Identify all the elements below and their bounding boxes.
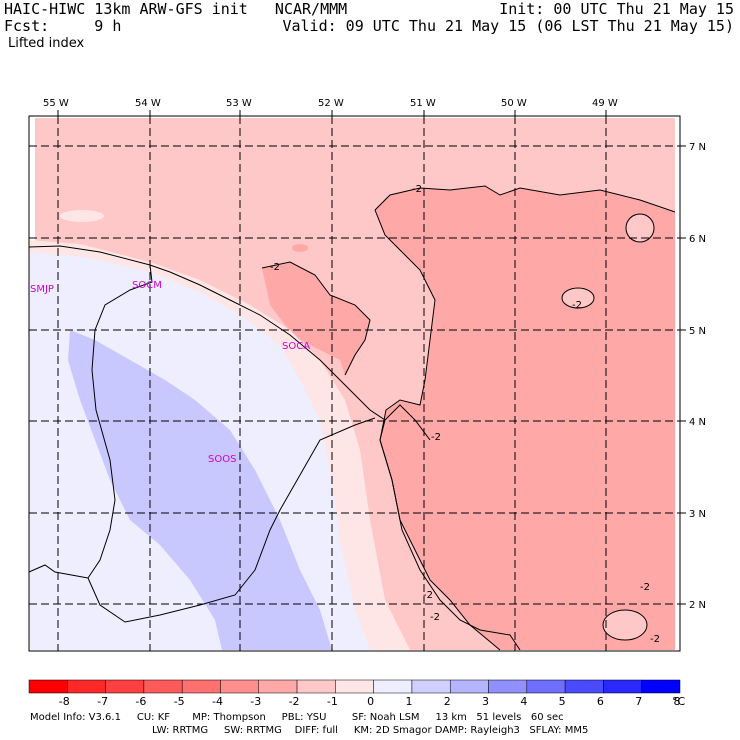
- contour-value: -2: [430, 612, 440, 623]
- lon-label: 50 W: [501, 98, 527, 109]
- colorbar-unit: °C: [672, 695, 686, 708]
- colorbar-tick-label: 7: [635, 695, 642, 708]
- colorbar-swatch: [258, 679, 298, 694]
- colorbar-tick-label: -1: [327, 695, 338, 708]
- colorbar-swatch: [564, 679, 604, 694]
- lon-label: 49 W: [592, 98, 618, 109]
- station-label: SMJP: [30, 284, 54, 295]
- model-info-line2: LW: RRTMG SW: RRTMG DIFF: full KM: 2D Sm…: [152, 725, 589, 736]
- colorbar-tick-label: -2: [289, 695, 300, 708]
- contour-value: -2: [640, 582, 650, 593]
- contour-hole-2: [562, 288, 594, 308]
- colorbar-swatch: [296, 679, 336, 694]
- colorbar-tick-label: 2: [444, 695, 451, 708]
- lat-label: 2 N: [689, 600, 706, 611]
- colorbar-tick-label: 0: [367, 695, 374, 708]
- contour-value: -2: [423, 590, 433, 601]
- map-frame: [28, 115, 681, 652]
- contour-spot-2: [60, 210, 104, 222]
- lat-label: 5 N: [689, 326, 706, 337]
- contour-hole-1: [626, 214, 654, 242]
- colorbar-tick-label: -5: [174, 695, 185, 708]
- station-label: SOCA: [282, 341, 310, 352]
- colorbar-swatch: [335, 679, 374, 694]
- colorbar-swatch: [488, 679, 528, 694]
- colorbar-swatch: [220, 679, 260, 694]
- colorbar-tick-label: 8: [674, 695, 681, 708]
- colorbar-tick-label: -6: [135, 695, 146, 708]
- contour-value-labels: -2 -2 -2 -2 -2 -2 -2 -2: [270, 184, 660, 645]
- contour-fill-pink-west: [262, 262, 370, 375]
- colorbar-tick-label: -4: [212, 695, 223, 708]
- colorbar-swatch: [143, 679, 183, 694]
- lat-lon-grid: [29, 116, 680, 651]
- contour-value: -2: [431, 432, 441, 443]
- contour-lines: [261, 185, 676, 651]
- field-name: Lifted index: [8, 36, 85, 51]
- coastline: [28, 245, 521, 651]
- contour-value: -2: [270, 262, 280, 273]
- colorbar: -8 -7 -6 -5 -4 -3 -2 -1 0 1 2 3 4 5 6 7 8°C: [28, 679, 686, 708]
- title-line: HAIC-HIWC 13km ARW-GFS init NCAR/MMM: [4, 0, 348, 18]
- lat-label: 6 N: [689, 234, 706, 245]
- lat-label: 7 N: [689, 142, 706, 153]
- contour-value: -2: [412, 184, 422, 195]
- lon-label: 54 W: [135, 98, 161, 109]
- lon-label: 53 W: [226, 98, 252, 109]
- contour-hole-3: [603, 610, 647, 640]
- colorbar-tick-label: -7: [97, 695, 108, 708]
- colorbar-swatch: [603, 679, 642, 694]
- lon-label: 51 W: [410, 98, 436, 109]
- colorbar-tick-label: -3: [250, 695, 261, 708]
- station-label: SOCM: [132, 280, 162, 291]
- colorbar-tick-label: 1: [405, 695, 412, 708]
- colorbar-tick-label: 4: [520, 695, 527, 708]
- valid-time: Valid: 09 UTC Thu 21 May 15 (06 LST Thu …: [282, 17, 734, 35]
- contour-fill-blue: [68, 330, 332, 650]
- contour-spot-1: [292, 244, 308, 252]
- lat-label: 3 N: [689, 509, 706, 520]
- contour-value: -2: [572, 300, 582, 311]
- colorbar-swatch: [411, 679, 451, 694]
- forecast-hour: Fcst: 9 h: [4, 17, 122, 35]
- lon-label: 52 W: [318, 98, 344, 109]
- colorbar-tick-label: 5: [559, 695, 566, 708]
- colorbar-swatch: [181, 679, 221, 694]
- model-info-line1: Model Info: V3.6.1 CU: KF MP: Thompson P…: [30, 712, 564, 723]
- axis-ticks: [57, 110, 686, 605]
- colorbar-swatch: [449, 679, 489, 694]
- colorbar-swatch: [67, 679, 106, 694]
- contour-value: -2: [650, 634, 660, 645]
- colorbar-tick-label: 6: [597, 695, 604, 708]
- lon-label: 55 W: [43, 98, 69, 109]
- colorbar-swatch: [526, 679, 566, 694]
- lat-label: 4 N: [689, 417, 706, 428]
- colorbar-swatch: [373, 679, 413, 694]
- station-label: SOOS: [208, 454, 236, 465]
- init-time: Init: 00 UTC Thu 21 May 15: [499, 0, 734, 18]
- colorbar-tick-label: -8: [59, 695, 70, 708]
- contour-fill-pink-east: [375, 186, 675, 650]
- colorbar-swatch: [28, 679, 68, 694]
- colorbar-swatch: [105, 679, 145, 694]
- colorbar-tick-label: 3: [482, 695, 489, 708]
- colorbar-swatch: [641, 679, 681, 694]
